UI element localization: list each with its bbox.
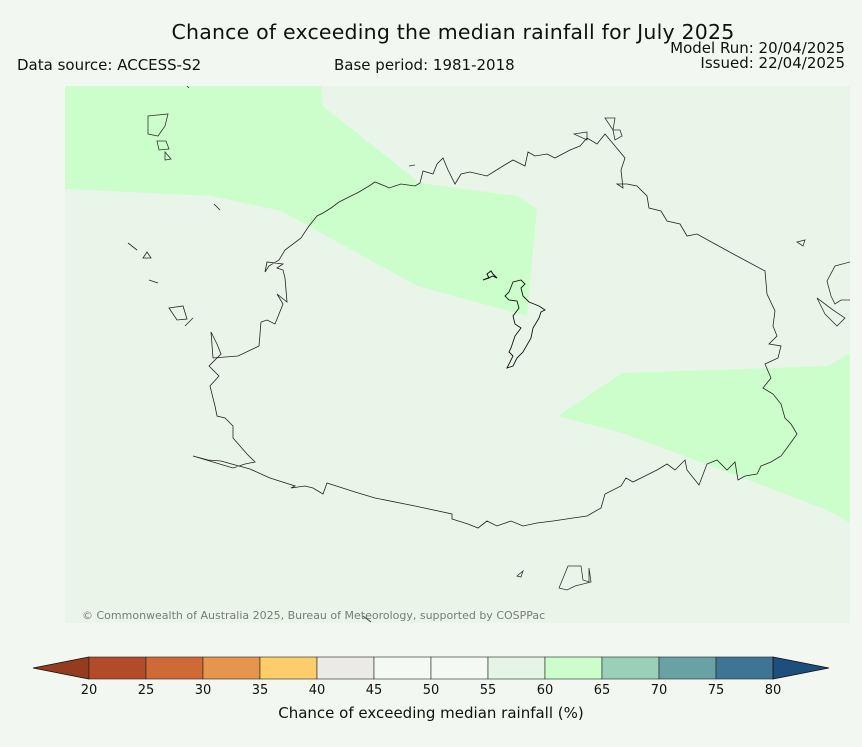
- colorbar-segment: [202, 656, 261, 680]
- colorbar-segment: [88, 656, 147, 680]
- colorbar-tick-label: 30: [194, 683, 212, 698]
- map-canvas: [65, 86, 850, 623]
- colorbar-tick-label: 40: [308, 683, 326, 698]
- colorbar-segment: [259, 656, 318, 680]
- north-islet-4: [572, 131, 588, 141]
- colorbar-over-arrow: [772, 656, 830, 680]
- colorbar-ticks: 20 25 30 35 40 45 50 55 60 65 70 75 80: [0, 683, 862, 701]
- central-islet: [482, 270, 498, 281]
- colorbar-tick-label: 75: [707, 683, 725, 698]
- north-edge-islet: [186, 86, 190, 89]
- colorbar-label: Chance of exceeding median rainfall (%): [278, 704, 584, 722]
- run-info: Model Run: 20/04/2025 Issued: 22/04/2025: [670, 41, 845, 71]
- base-period-label: Base period: 1981-2018: [334, 56, 515, 74]
- north-islet-6: [408, 164, 416, 167]
- issued-label: Issued: 22/04/2025: [700, 54, 845, 72]
- east-islet-1: [796, 239, 806, 247]
- colorbar-tick-label: 65: [593, 683, 611, 698]
- colorbar-tick-label: 70: [650, 683, 668, 698]
- data-source-label: Data source: ACCESS-S2: [17, 56, 202, 74]
- west-islet-5: [168, 305, 188, 321]
- forecast-map: © Commonwealth of Australia 2025, Bureau…: [65, 86, 850, 623]
- west-islet-4: [148, 279, 159, 284]
- colorbar-tick-label: 60: [536, 683, 554, 698]
- colorbar-segment: [544, 656, 603, 680]
- region-60-65-northwest: [65, 86, 537, 316]
- region-60-65-east: [558, 353, 850, 523]
- colorbar: [32, 656, 830, 680]
- north-islet-3: [164, 150, 172, 161]
- main-island-coastline: [192, 133, 798, 529]
- colorbar-tick-label: 50: [422, 683, 440, 698]
- south-islet-2: [558, 565, 592, 591]
- colorbar-segment: [145, 656, 204, 680]
- colorbar-segment: [430, 656, 489, 680]
- north-islet-5: [604, 117, 623, 141]
- north-islet-1: [147, 113, 169, 137]
- west-islet-2: [213, 203, 221, 211]
- colorbar-segment: [373, 656, 432, 680]
- colorbar-segment: [658, 656, 717, 680]
- colorbar-segment: [487, 656, 546, 680]
- colorbar-tick-label: 20: [80, 683, 98, 698]
- map-title: Chance of exceeding the median rainfall …: [171, 20, 735, 44]
- colorbar-tick-label: 55: [479, 683, 497, 698]
- west-islet-6: [184, 317, 194, 327]
- south-islet-1: [516, 569, 524, 578]
- east-islet-3: [816, 297, 846, 327]
- north-islet-2: [156, 140, 170, 151]
- colorbar-segment: [601, 656, 660, 680]
- colorbar-segment: [316, 656, 375, 680]
- east-islet-2: [826, 261, 850, 305]
- model-run-label: Model Run: 20/04/2025: [670, 39, 845, 57]
- colorbar-segment: [715, 656, 774, 680]
- colorbar-under-arrow: [32, 656, 90, 680]
- west-islet-1: [127, 242, 138, 251]
- central-inlet-coastline: [504, 279, 546, 369]
- south-islet-3: [362, 615, 372, 623]
- copyright-notice: © Commonwealth of Australia 2025, Bureau…: [82, 609, 546, 622]
- colorbar-tick-label: 80: [764, 683, 782, 698]
- colorbar-tick-label: 25: [137, 683, 155, 698]
- colorbar-tick-label: 45: [365, 683, 383, 698]
- west-islet-3: [142, 251, 152, 259]
- colorbar-tick-label: 35: [251, 683, 269, 698]
- colorbar-segments: [32, 656, 830, 680]
